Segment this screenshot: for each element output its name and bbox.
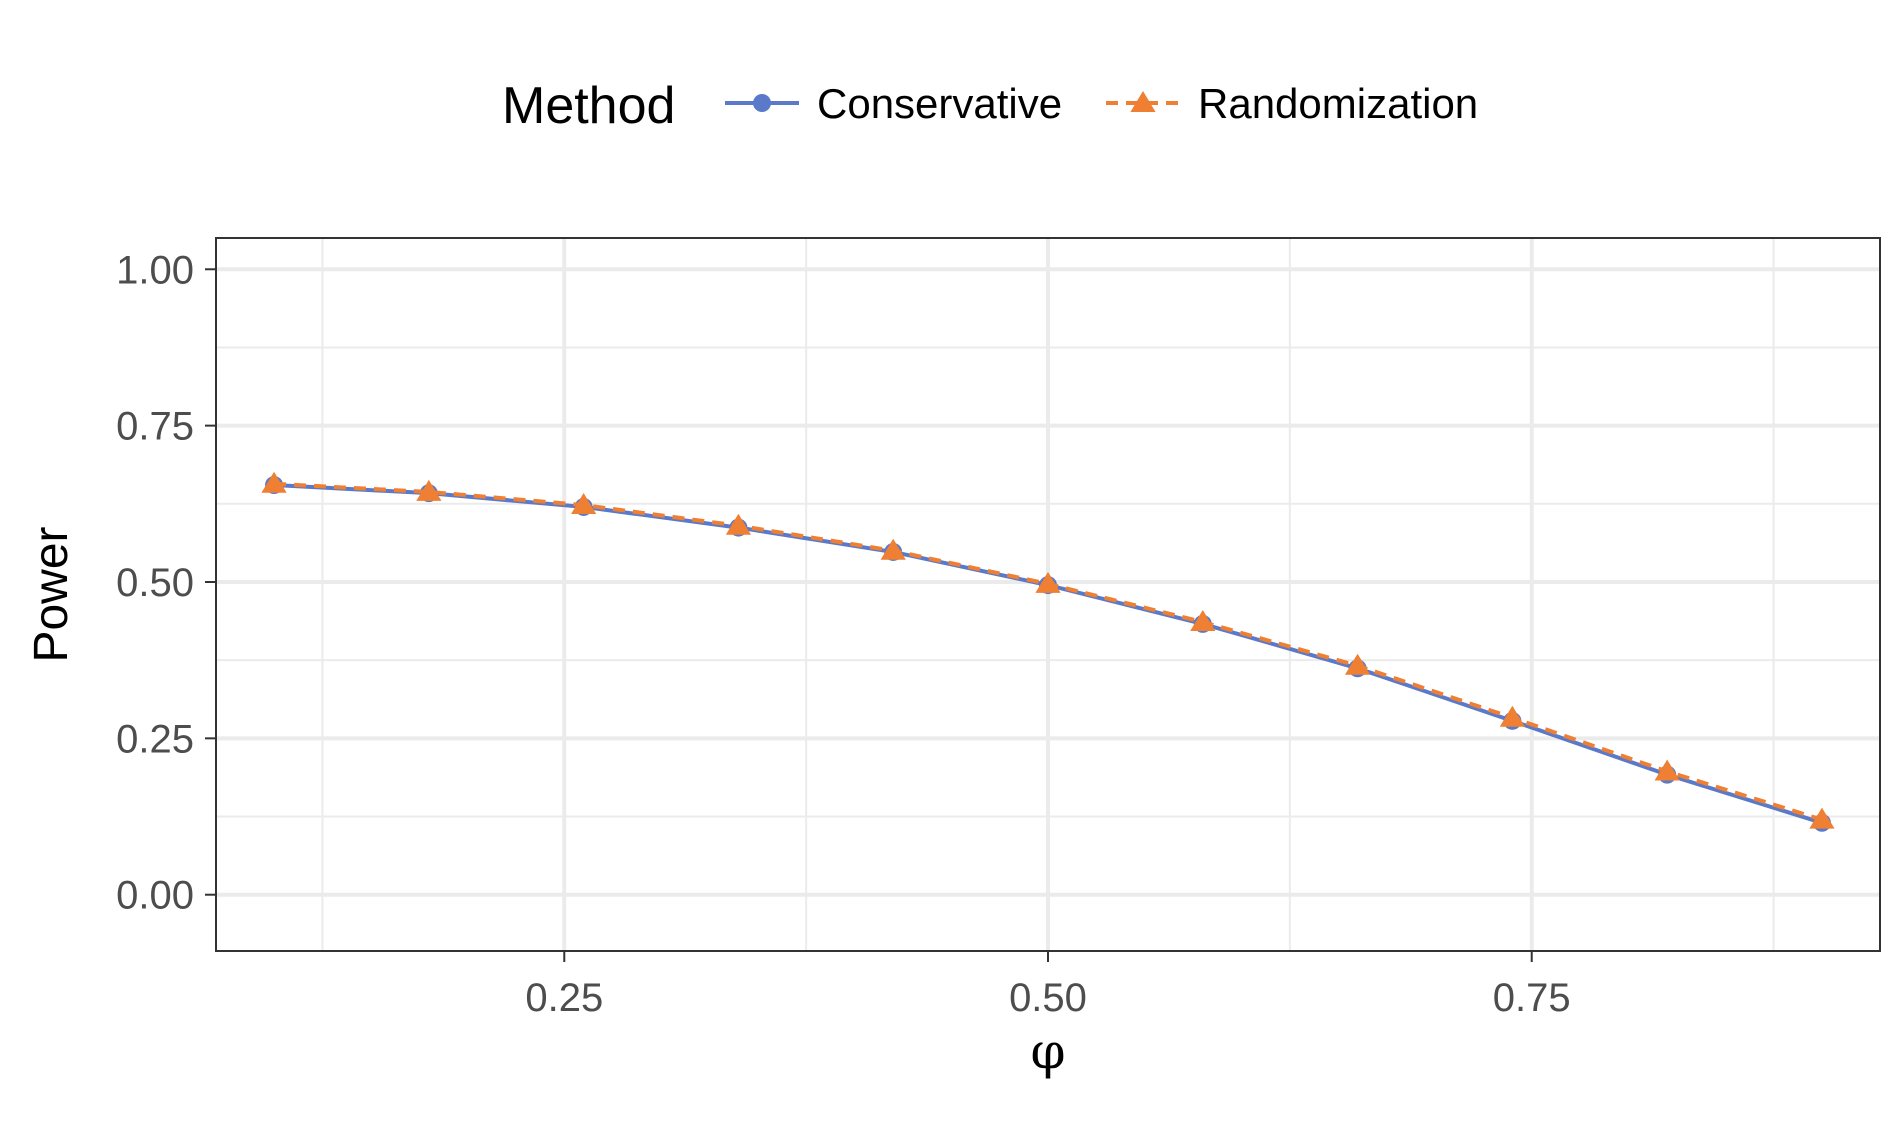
y-tick-label: 0.75 bbox=[116, 405, 194, 449]
legend-item-randomization: Randomization bbox=[1106, 80, 1478, 127]
series-layer bbox=[261, 471, 1835, 832]
x-axis: 0.25 0.50 0.75 bbox=[525, 951, 1571, 1020]
x-tick-label: 0.50 bbox=[1009, 976, 1087, 1020]
point-randomization bbox=[1035, 571, 1061, 593]
x-tick-label: 0.25 bbox=[525, 976, 603, 1020]
y-tick-label: 0.25 bbox=[116, 717, 194, 761]
point-randomization bbox=[725, 513, 752, 535]
y-axis-title: Power bbox=[25, 526, 78, 662]
legend-label-conservative: Conservative bbox=[817, 80, 1062, 127]
x-axis-title: φ bbox=[1030, 1022, 1065, 1080]
legend-key-marker-randomization bbox=[1130, 91, 1156, 112]
point-randomization bbox=[1809, 807, 1835, 829]
point-randomization bbox=[1499, 705, 1525, 727]
point-randomization bbox=[571, 493, 597, 515]
legend-items: Conservative Randomization bbox=[725, 80, 1478, 127]
point-randomization bbox=[261, 471, 287, 493]
y-axis: 0.00 0.25 0.50 0.75 1.00 bbox=[116, 248, 216, 918]
legend-item-conservative: Conservative bbox=[725, 80, 1062, 127]
plot-panel bbox=[215, 237, 1881, 952]
point-randomization bbox=[1190, 610, 1216, 632]
point-randomization bbox=[880, 538, 906, 560]
major-gridlines bbox=[216, 238, 1880, 951]
y-tick-label: 0.50 bbox=[116, 561, 194, 605]
legend: Method Conservative Randomization bbox=[502, 77, 1478, 135]
point-randomization bbox=[416, 479, 442, 501]
legend-label-randomization: Randomization bbox=[1198, 80, 1478, 127]
point-randomization bbox=[1344, 653, 1371, 675]
legend-title: Method bbox=[502, 77, 675, 135]
point-randomization bbox=[1654, 759, 1680, 781]
series-randomization bbox=[261, 471, 1835, 829]
x-tick-label: 0.75 bbox=[1493, 976, 1571, 1020]
y-tick-label: 0.00 bbox=[116, 874, 194, 918]
y-tick-label: 1.00 bbox=[116, 248, 194, 292]
legend-key-marker-conservative bbox=[753, 94, 771, 112]
